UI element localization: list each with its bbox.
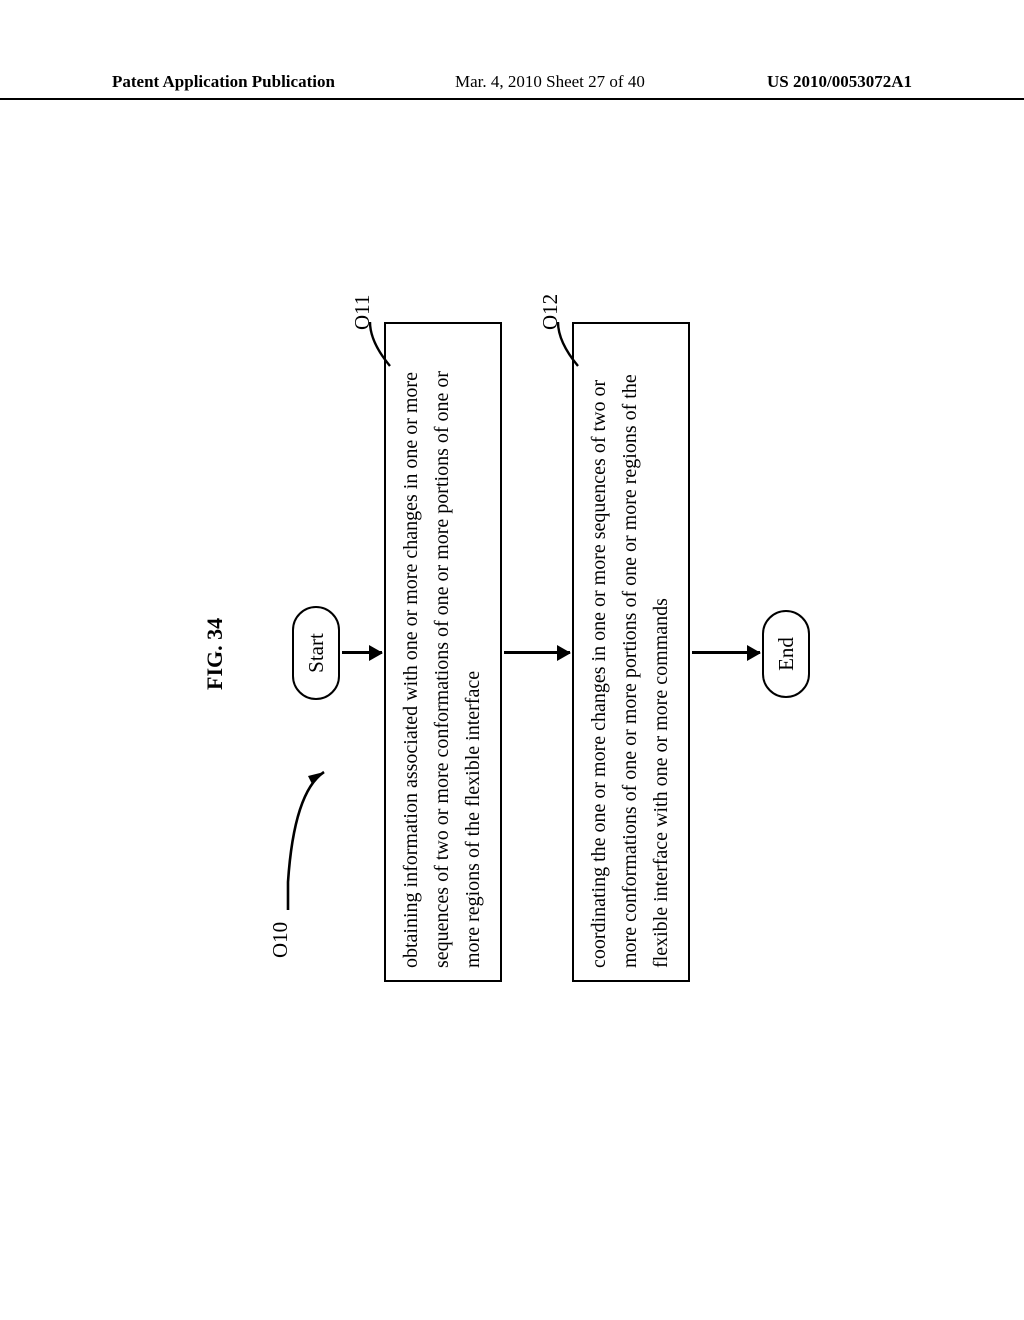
process-step-2-text: coordinating the one or more changes in … — [588, 374, 672, 968]
arrow-step2-to-end — [692, 651, 760, 654]
start-terminator: Start — [292, 606, 340, 700]
ref-o10: O10 — [268, 922, 293, 958]
page-header: Patent Application Publication Mar. 4, 2… — [0, 72, 1024, 100]
flowchart: FIG. 34 O10 Start obtaining information … — [202, 190, 822, 1130]
page: Patent Application Publication Mar. 4, 2… — [0, 0, 1024, 1320]
process-step-2: coordinating the one or more changes in … — [572, 322, 690, 982]
arrow-start-to-step1 — [342, 651, 382, 654]
process-step-1-text: obtaining information associated with on… — [400, 371, 484, 968]
end-terminator: End — [762, 610, 810, 698]
figure-label: FIG. 34 — [202, 618, 228, 690]
process-step-1: obtaining information associated with on… — [384, 322, 502, 982]
end-label: End — [774, 637, 799, 671]
arrow-step1-to-step2 — [504, 651, 570, 654]
ref-o11-leader — [364, 312, 394, 372]
start-label: Start — [304, 633, 329, 673]
header-right: US 2010/0053072A1 — [767, 72, 912, 92]
header-mid: Mar. 4, 2010 Sheet 27 of 40 — [455, 72, 645, 92]
header-left: Patent Application Publication — [112, 72, 335, 92]
ref-o10-leader — [280, 762, 330, 912]
ref-o12-leader — [552, 312, 582, 372]
